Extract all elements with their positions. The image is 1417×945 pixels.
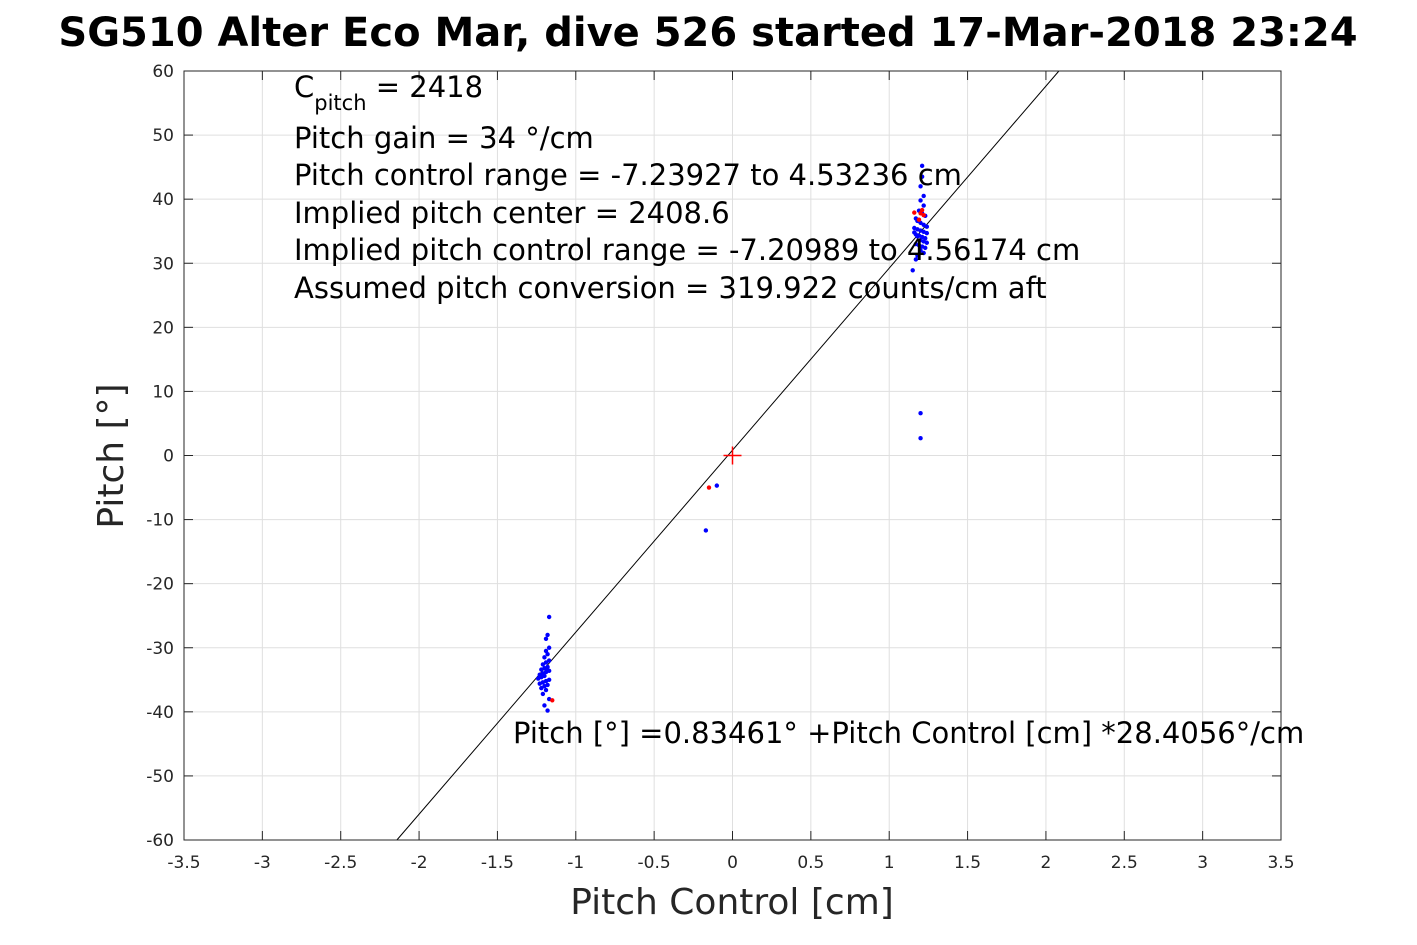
data-point (540, 691, 546, 697)
cpitch-value: = 2418 (367, 70, 484, 104)
data-point (913, 257, 919, 262)
data-point (918, 184, 923, 189)
data-point (539, 685, 544, 691)
data-point (714, 483, 720, 488)
x-tick-label: 3 (1197, 853, 1208, 873)
data-point (918, 198, 923, 203)
y-tick-label: -50 (146, 767, 174, 787)
x-tick-label: 0 (727, 853, 738, 873)
x-tick-label: 2 (1041, 853, 1052, 873)
cpitch-base: C (294, 70, 314, 104)
y-tick-label: 60 (152, 62, 174, 82)
data-point (918, 411, 923, 416)
x-tick-label: 3.5 (1267, 853, 1294, 873)
x-tick-label: 2.5 (1111, 853, 1138, 873)
data-point (912, 210, 917, 215)
data-point (921, 193, 926, 199)
data-point (545, 708, 550, 713)
y-tick-label: -10 (146, 511, 174, 531)
y-tick-label: -30 (146, 639, 174, 659)
data-point (545, 632, 550, 638)
data-point (921, 250, 926, 256)
y-tick-label: 50 (152, 126, 174, 146)
data-point (542, 703, 547, 708)
y-tick-label: 10 (152, 382, 174, 402)
data-point (919, 163, 925, 169)
y-tick-label: 30 (152, 254, 174, 274)
cpitch-annotation: Cpitch = 2418 (294, 70, 483, 115)
data-point (921, 203, 926, 208)
x-axis-label: Pitch Control [cm] (570, 882, 894, 923)
chart-title: SG510 Alter Eco Mar, dive 526 started 17… (58, 10, 1357, 56)
data-point (924, 224, 930, 229)
data-point (703, 528, 709, 533)
x-tick-label: -1 (567, 853, 584, 873)
data-point (919, 174, 925, 179)
y-tick-label: -60 (146, 831, 174, 851)
data-point (923, 245, 928, 251)
data-point (918, 435, 923, 441)
data-points (535, 163, 930, 713)
data-point (550, 698, 555, 703)
fit-equation-annotation: Pitch [°] =0.83461° +Pitch Control [cm] … (513, 716, 1304, 750)
data-point (543, 687, 549, 693)
data-point (537, 681, 542, 686)
data-point (543, 636, 549, 641)
implied-pitch-control-range-annotation: Implied pitch control range = -7.20989 t… (294, 233, 1080, 267)
data-point (545, 667, 550, 673)
y-axis-ticks: 60 50 40 30 20 10 0 -10 -20 -30 -40 -50 -60 (146, 62, 1281, 851)
x-tick-label: 1.5 (954, 853, 981, 873)
y-tick-label: 20 (152, 318, 174, 338)
x-tick-label: -0.5 (638, 853, 671, 873)
data-point (545, 651, 550, 657)
y-axis-label: Pitch [°] (91, 383, 132, 528)
pitch-control-range-annotation: Pitch control range = -7.23927 to 4.5323… (294, 158, 962, 192)
data-point (706, 485, 712, 490)
x-tick-label: 1 (884, 853, 895, 873)
y-tick-label: -40 (146, 703, 174, 723)
data-point (546, 614, 552, 620)
assumed-pitch-conversion-annotation: Assumed pitch conversion = 319.922 count… (294, 271, 1047, 305)
annotation-block: Cpitch = 2418 Pitch gain = 34 °/cm Pitch… (294, 70, 1304, 750)
x-tick-label: -1.5 (481, 853, 514, 873)
data-point (915, 234, 920, 239)
x-tick-label: -2.5 (324, 853, 357, 873)
x-tick-label: -3 (254, 853, 271, 873)
data-point (910, 268, 915, 273)
data-point (924, 230, 930, 236)
data-point (918, 248, 923, 253)
data-point (924, 240, 930, 245)
data-point (542, 655, 547, 660)
data-point (535, 676, 541, 681)
data-point (921, 212, 926, 218)
y-tick-label: 40 (152, 190, 174, 210)
pitch-gain-annotation: Pitch gain = 34 °/cm (294, 121, 594, 155)
data-point (539, 667, 544, 672)
data-point (915, 253, 920, 258)
x-tick-label: -2 (411, 853, 428, 873)
y-tick-label: -20 (146, 575, 174, 595)
cpitch-subscript: pitch (314, 91, 366, 115)
y-tick-label: 0 (163, 447, 174, 467)
data-point (546, 645, 552, 650)
data-point (912, 230, 917, 235)
data-point (540, 662, 546, 667)
x-tick-label: -3.5 (167, 853, 200, 873)
x-tick-label: 0.5 (797, 853, 824, 873)
implied-pitch-center-annotation: Implied pitch center = 2408.6 (294, 196, 730, 230)
center-marker-group (723, 446, 742, 465)
x-axis-ticks: -3.5 -3 -2.5 -2 -1.5 -1 -0.5 0 0.5 1 1.5 2 2.5 3 3.5 (167, 71, 1295, 873)
data-point (916, 217, 922, 222)
